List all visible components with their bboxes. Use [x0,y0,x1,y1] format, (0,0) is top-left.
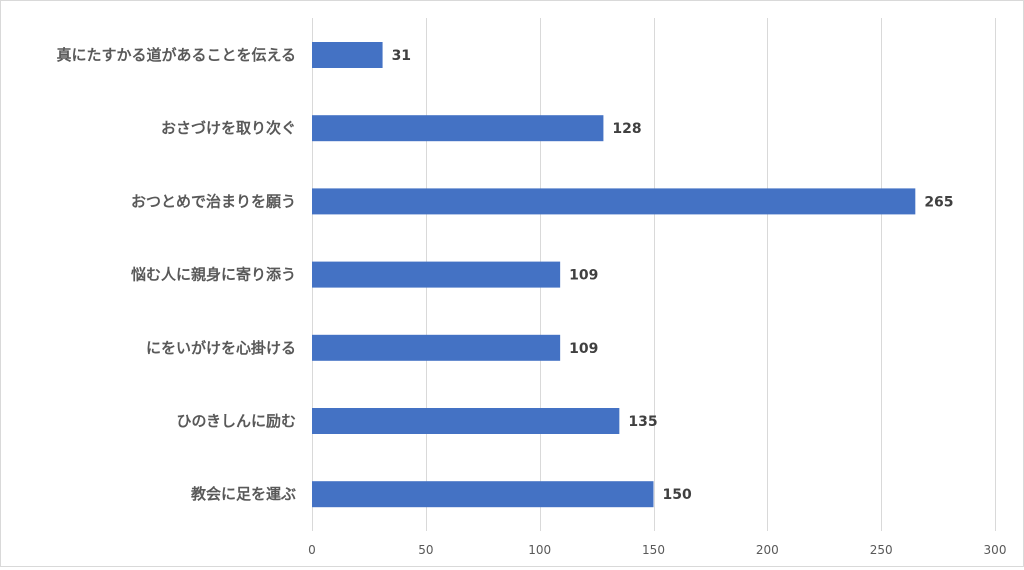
x-tick-label: 200 [756,543,779,557]
bar [312,115,604,142]
category-label: 教会に足を運ぶ [190,485,296,503]
data-label: 109 [569,268,598,284]
x-tick-label: 50 [418,543,433,557]
x-tick-label: 300 [984,543,1007,557]
x-axis-tick-labels: 0 50 100 150 200 250 300 [308,543,1006,557]
bar [312,334,561,361]
category-label: おさづけを取り次ぐ [161,119,296,137]
category-label: ひのきしんに励む [176,412,296,430]
bar [312,408,620,434]
data-label: 265 [924,194,953,210]
bar [312,261,561,288]
category-label: にをいがけを心掛ける [146,339,296,357]
data-label: 135 [628,414,657,430]
data-label: 128 [612,121,641,137]
bar [312,188,916,215]
data-label: 150 [663,487,692,503]
data-label: 109 [569,341,598,357]
x-tick-label: 150 [642,543,665,557]
data-label: 31 [392,48,411,64]
value-labels: 31 128 265 109 109 135 150 [392,48,954,503]
category-label: おつとめで治まりを願う [131,192,296,210]
x-tick-label: 250 [870,543,893,557]
bars [312,42,916,508]
x-tick-label: 0 [308,543,316,557]
x-tick-label: 100 [528,543,551,557]
category-labels: 真にたすかる道があることを伝えるおさづけを取り次ぐおつとめで治まりを願う悩む人に… [56,46,296,503]
bar [312,481,654,508]
category-label: 悩む人に親身に寄り添う [130,266,296,284]
bar [312,42,383,68]
category-label: 真にたすかる道があることを伝える [56,46,296,64]
